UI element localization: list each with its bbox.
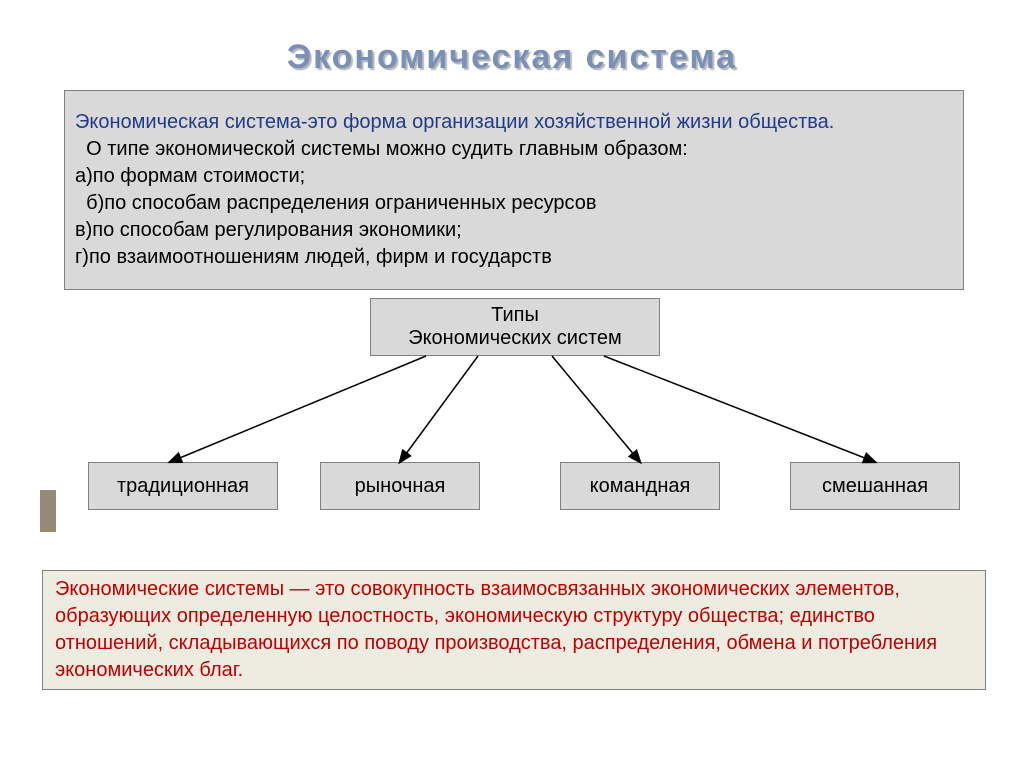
definition-line: в)по способам регулирования экономики; [75,217,953,244]
definition-line: б)по способам распределения ограниченных… [75,190,953,217]
types-line1: Типы [371,304,659,327]
definition-line: О типе экономической системы можно судит… [75,136,953,163]
slide-title: Экономическая система [0,38,1024,77]
types-line2: Экономических систем [371,327,659,350]
type-node-label: смешанная [822,475,928,498]
definition-line: г)по взаимоотношениям людей, фирм и госу… [75,244,953,271]
definition-text: Экономическая система-это форма организа… [75,109,953,271]
summary-text: Экономические системы — это совокупность… [55,576,973,684]
arrow-line [170,356,426,462]
definition-box: Экономическая система-это форма организа… [64,90,964,290]
type-node-label: традиционная [117,475,249,498]
arrow-line [604,356,875,462]
slide-title-text: Экономическая система [287,38,737,76]
summary-box: Экономические системы — это совокупность… [42,570,986,690]
type-node: смешанная [790,462,960,510]
type-node: командная [560,462,720,510]
definition-line: а)по формам стоимости; [75,163,953,190]
type-node: традиционная [88,462,278,510]
accent-bar [40,490,56,532]
type-node-label: рыночная [355,475,446,498]
arrow-line [552,356,640,462]
type-node: рыночная [320,462,480,510]
definition-line: Экономическая система-это форма организа… [75,109,953,136]
type-node-label: командная [590,475,691,498]
arrow-line [400,356,478,462]
types-box: Типы Экономических систем [370,298,660,356]
